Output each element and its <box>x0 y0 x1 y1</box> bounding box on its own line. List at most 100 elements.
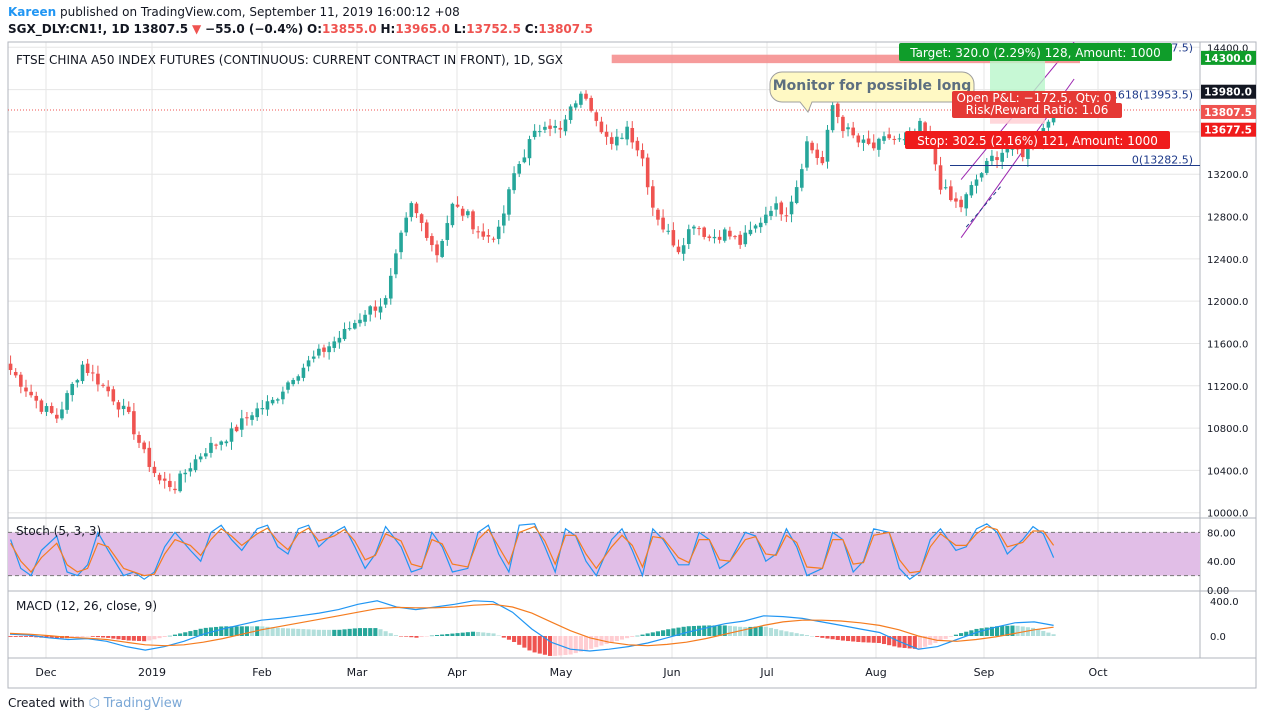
candle[interactable] <box>728 226 732 240</box>
candle[interactable] <box>8 355 13 375</box>
candle[interactable] <box>877 137 881 157</box>
candle[interactable] <box>954 192 958 208</box>
candle[interactable] <box>306 355 311 372</box>
candle[interactable] <box>810 140 814 154</box>
candle[interactable] <box>800 163 804 192</box>
candle[interactable] <box>430 233 434 252</box>
candle[interactable] <box>193 454 198 473</box>
candle[interactable] <box>897 133 902 142</box>
candle[interactable] <box>543 121 547 134</box>
candle[interactable] <box>502 205 506 234</box>
candle[interactable] <box>507 186 511 221</box>
candle[interactable] <box>13 368 18 378</box>
candle[interactable] <box>19 371 23 394</box>
candle[interactable] <box>959 196 963 213</box>
candle[interactable] <box>55 408 59 423</box>
candle[interactable] <box>373 300 378 318</box>
candle[interactable] <box>275 397 280 404</box>
candle[interactable] <box>764 206 768 226</box>
candle[interactable] <box>743 225 748 247</box>
candle[interactable] <box>60 401 64 421</box>
candle[interactable] <box>322 344 326 358</box>
candle[interactable] <box>317 344 321 359</box>
candle[interactable] <box>476 226 480 239</box>
candle[interactable] <box>697 226 701 236</box>
candle[interactable] <box>949 180 953 202</box>
candle[interactable] <box>943 179 948 190</box>
candle[interactable] <box>337 330 342 349</box>
candle[interactable] <box>887 127 891 140</box>
candle[interactable] <box>65 390 69 414</box>
candle[interactable] <box>666 223 671 235</box>
candle[interactable] <box>44 403 49 416</box>
candle[interactable] <box>332 336 337 353</box>
candle[interactable] <box>635 137 640 157</box>
candle[interactable] <box>984 158 989 176</box>
candle[interactable] <box>835 100 840 124</box>
candle[interactable] <box>157 472 162 485</box>
candle[interactable] <box>758 217 763 233</box>
candle[interactable] <box>686 224 691 250</box>
candle[interactable] <box>599 116 604 134</box>
candle[interactable] <box>116 399 121 418</box>
candle[interactable] <box>126 401 131 415</box>
candle[interactable] <box>558 121 563 139</box>
candle[interactable] <box>80 361 85 384</box>
candle[interactable] <box>537 124 542 137</box>
candle[interactable] <box>270 396 275 406</box>
candle[interactable] <box>106 380 110 397</box>
candle[interactable] <box>121 398 126 416</box>
candle[interactable] <box>481 223 486 240</box>
candle[interactable] <box>651 179 655 216</box>
candle[interactable] <box>445 215 450 246</box>
candle[interactable] <box>594 110 599 127</box>
candle[interactable] <box>681 237 686 261</box>
candle[interactable] <box>414 201 419 219</box>
candle[interactable] <box>496 220 501 245</box>
candle[interactable] <box>239 409 244 438</box>
candle[interactable] <box>435 240 439 263</box>
candle[interactable] <box>471 209 475 235</box>
candle[interactable] <box>404 212 408 237</box>
candle[interactable] <box>553 119 557 134</box>
candle[interactable] <box>774 196 778 217</box>
candle[interactable] <box>347 321 352 331</box>
annotation-callout[interactable]: Monitor for possible long <box>769 71 975 113</box>
candle[interactable] <box>702 226 706 240</box>
candle[interactable] <box>460 206 465 221</box>
candle[interactable] <box>517 161 522 178</box>
candle[interactable] <box>974 174 979 194</box>
candle[interactable] <box>532 124 537 140</box>
candle[interactable] <box>85 358 90 376</box>
candle[interactable] <box>440 238 444 259</box>
candle[interactable] <box>645 153 650 195</box>
candle[interactable] <box>137 431 141 449</box>
candle[interactable] <box>260 399 265 415</box>
candle[interactable] <box>132 402 136 440</box>
candle[interactable] <box>409 201 414 222</box>
candle[interactable] <box>219 440 224 451</box>
candle[interactable] <box>871 134 876 151</box>
candle[interactable] <box>168 473 172 492</box>
candle[interactable] <box>979 171 984 182</box>
candle[interactable] <box>805 136 809 171</box>
candle[interactable] <box>281 386 285 405</box>
candle[interactable] <box>265 395 270 416</box>
candle[interactable] <box>311 350 316 363</box>
candle[interactable] <box>291 377 295 387</box>
candle[interactable] <box>769 206 773 221</box>
candle[interactable] <box>29 384 33 398</box>
candle[interactable] <box>856 133 861 148</box>
candle[interactable] <box>527 135 532 166</box>
candle[interactable] <box>178 470 182 493</box>
candle[interactable] <box>224 439 229 447</box>
candle[interactable] <box>717 230 722 244</box>
candle[interactable] <box>722 227 727 243</box>
candle[interactable] <box>450 202 455 228</box>
candle[interactable] <box>573 100 578 110</box>
candle[interactable] <box>748 221 753 236</box>
candle[interactable] <box>486 229 491 243</box>
candle[interactable] <box>90 364 95 382</box>
candle[interactable] <box>738 231 742 249</box>
